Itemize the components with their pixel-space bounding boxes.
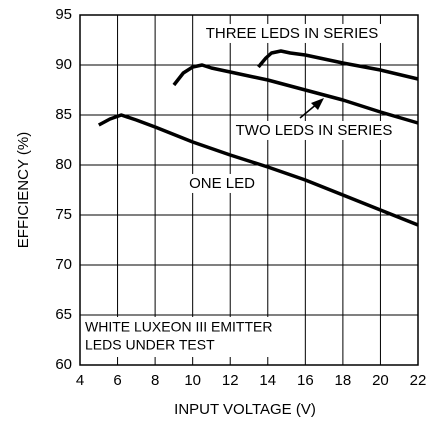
y-tick-label: 65 [55,306,72,323]
series-line [97,113,419,227]
series-line [257,49,419,81]
label-background [186,173,259,193]
x-tick-label: 12 [222,372,239,389]
y-tick-label: 85 [55,106,72,123]
y-tick-label: 80 [55,156,72,173]
label-background [232,120,396,140]
series-label: ONE LED [189,175,255,192]
y-tick-label: 70 [55,256,72,273]
x-tick-label: 18 [335,372,352,389]
series-line [172,63,419,125]
arrow-head [311,98,324,110]
y-tick-label: 60 [55,356,72,373]
x-tick-label: 10 [184,372,201,389]
series-label: TWO LEDS IN SERIES [236,122,393,139]
y-tick-label: 95 [55,6,72,23]
x-tick-label: 16 [297,372,314,389]
x-axis-label: INPUT VOLTAGE (V) [174,401,316,418]
x-tick-label: 8 [151,372,159,389]
label-background [202,23,382,43]
y-tick-label: 75 [55,206,72,223]
x-tick-label: 6 [113,372,121,389]
annotation: LEDS UNDER TEST [85,337,215,353]
plot-area: 60 65 70 75 80 85 90 95 4 6 8 10 12 14 16 18 20 22 ONE LED… [55,6,426,389]
plot-frame [79,14,419,366]
x-tick-label: 22 [410,372,427,389]
x-tick-label: 14 [259,372,276,389]
y-tick-label: 90 [55,56,72,73]
y-axis-label: EFFICIENCY (%) [15,132,32,248]
x-tick-label: 4 [76,372,84,389]
annotation: WHITE LUXEON III EMITTER [85,319,272,335]
x-tick-label: 20 [372,372,389,389]
series-label: THREE LEDS IN SERIES [206,25,379,42]
note-box [81,317,271,357]
